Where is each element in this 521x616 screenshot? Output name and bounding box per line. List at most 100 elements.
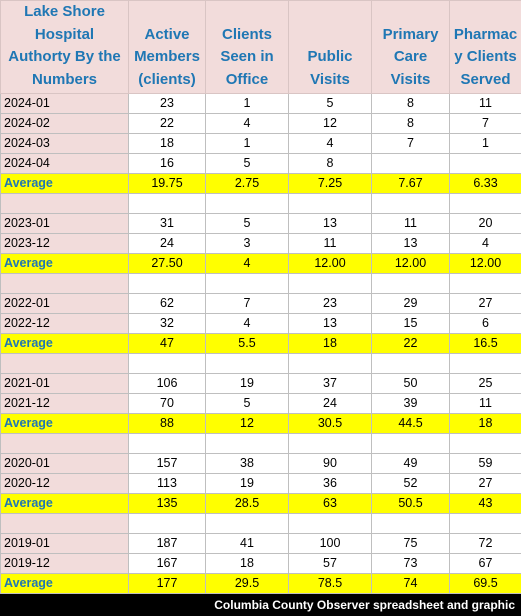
row-label: 2020-12 — [0, 473, 129, 495]
table-cell: 18 — [288, 333, 372, 355]
spacer-cell — [128, 433, 206, 455]
spacer-cell — [449, 273, 521, 295]
table-cell — [371, 153, 450, 175]
table-cell: 177 — [128, 573, 206, 595]
spacer-cell — [128, 273, 206, 295]
table-row: 2023-01 31 5 13 11 20 — [0, 213, 521, 235]
table-row: 2021-01 106 19 37 50 25 — [0, 373, 521, 395]
table-cell: 157 — [128, 453, 206, 475]
table-cell: 12.00 — [371, 253, 450, 275]
table-cell: 8 — [371, 113, 450, 135]
table-cell: 19 — [205, 373, 289, 395]
table-cell: 74 — [371, 573, 450, 595]
table-cell: 27 — [449, 293, 521, 315]
column-header: Public Visits — [288, 0, 372, 95]
average-label: Average — [0, 253, 129, 275]
table-cell: 69.5 — [449, 573, 521, 595]
table-cell: 37 — [288, 373, 372, 395]
average-row: Average 27.50 4 12.00 12.00 12.00 — [0, 253, 521, 275]
spacer-cell — [128, 193, 206, 215]
table-cell: 1 — [205, 93, 289, 115]
table-cell: 24 — [288, 393, 372, 415]
table-cell: 12 — [205, 413, 289, 435]
table-cell: 27 — [449, 473, 521, 495]
spacer-cell — [128, 513, 206, 535]
table-row: 2023-12 24 3 11 13 4 — [0, 233, 521, 255]
table-cell: 50.5 — [371, 493, 450, 515]
table-cell: 7 — [371, 133, 450, 155]
table-cell: 7 — [205, 293, 289, 315]
spacer-cell — [288, 433, 372, 455]
row-label: 2021-01 — [0, 373, 129, 395]
table-cell: 59 — [449, 453, 521, 475]
table-cell: 1 — [205, 133, 289, 155]
table-cell: 41 — [205, 533, 289, 555]
data-table: Lake Shore Hospital Authorty By the Numb… — [0, 0, 521, 595]
table-cell: 28.5 — [205, 493, 289, 515]
spacer-cell — [0, 513, 129, 535]
table-cell: 11 — [288, 233, 372, 255]
row-label: 2022-12 — [0, 313, 129, 335]
table-cell: 32 — [128, 313, 206, 335]
column-header: Primary Care Visits — [371, 0, 450, 95]
table-cell: 13 — [371, 233, 450, 255]
table-cell: 36 — [288, 473, 372, 495]
spacer-cell — [0, 353, 129, 375]
average-row: Average 88 12 30.5 44.5 18 — [0, 413, 521, 435]
spacer-cell — [205, 353, 289, 375]
source-caption: Columbia County Observer spreadsheet and… — [0, 594, 521, 616]
table-cell: 31 — [128, 213, 206, 235]
table-cell: 72 — [449, 533, 521, 555]
header-row: Lake Shore Hospital Authorty By the Numb… — [0, 0, 521, 95]
table-cell: 2.75 — [205, 173, 289, 195]
table-cell: 39 — [371, 393, 450, 415]
table-cell: 18 — [128, 133, 206, 155]
row-label: 2024-04 — [0, 153, 129, 175]
row-label: 2024-02 — [0, 113, 129, 135]
average-label: Average — [0, 333, 129, 355]
table-row: 2022-12 32 4 13 15 6 — [0, 313, 521, 335]
table-cell: 13 — [288, 213, 372, 235]
spacer-cell — [0, 193, 129, 215]
spacer-cell — [449, 193, 521, 215]
table-row: 2020-01 157 38 90 49 59 — [0, 453, 521, 475]
spacer-row — [0, 193, 521, 215]
table-row: 2024-02 22 4 12 8 7 — [0, 113, 521, 135]
table-cell: 11 — [449, 93, 521, 115]
row-label: 2024-03 — [0, 133, 129, 155]
table-cell: 22 — [371, 333, 450, 355]
table-cell: 90 — [288, 453, 372, 475]
table-cell: 7.67 — [371, 173, 450, 195]
table-cell: 24 — [128, 233, 206, 255]
table-cell: 38 — [205, 453, 289, 475]
row-label: 2023-01 — [0, 213, 129, 235]
table-cell: 27.50 — [128, 253, 206, 275]
table-cell: 12.00 — [449, 253, 521, 275]
table-cell: 18 — [205, 553, 289, 575]
table-cell: 16 — [128, 153, 206, 175]
table-cell: 135 — [128, 493, 206, 515]
spacer-row — [0, 513, 521, 535]
table-body: 2024-01 23 1 5 8 11 2024-02 22 4 12 8 7 2024-03 18 1 4 7… — [0, 93, 521, 595]
table-cell: 63 — [288, 493, 372, 515]
table-cell: 3 — [205, 233, 289, 255]
average-row: Average 177 29.5 78.5 74 69.5 — [0, 573, 521, 595]
spacer-cell — [205, 193, 289, 215]
average-label: Average — [0, 493, 129, 515]
table-cell: 4 — [449, 233, 521, 255]
table-cell: 7 — [449, 113, 521, 135]
table-cell: 12 — [288, 113, 372, 135]
row-label: 2020-01 — [0, 453, 129, 475]
spacer-cell — [0, 273, 129, 295]
table-cell: 23 — [128, 93, 206, 115]
table-cell: 187 — [128, 533, 206, 555]
column-header: Clients Seen in Office — [205, 0, 289, 95]
table-cell: 5 — [205, 393, 289, 415]
table-cell: 15 — [371, 313, 450, 335]
spacer-cell — [128, 353, 206, 375]
spacer-cell — [371, 353, 450, 375]
table-cell: 5 — [205, 213, 289, 235]
spacer-cell — [288, 513, 372, 535]
table-cell: 19.75 — [128, 173, 206, 195]
